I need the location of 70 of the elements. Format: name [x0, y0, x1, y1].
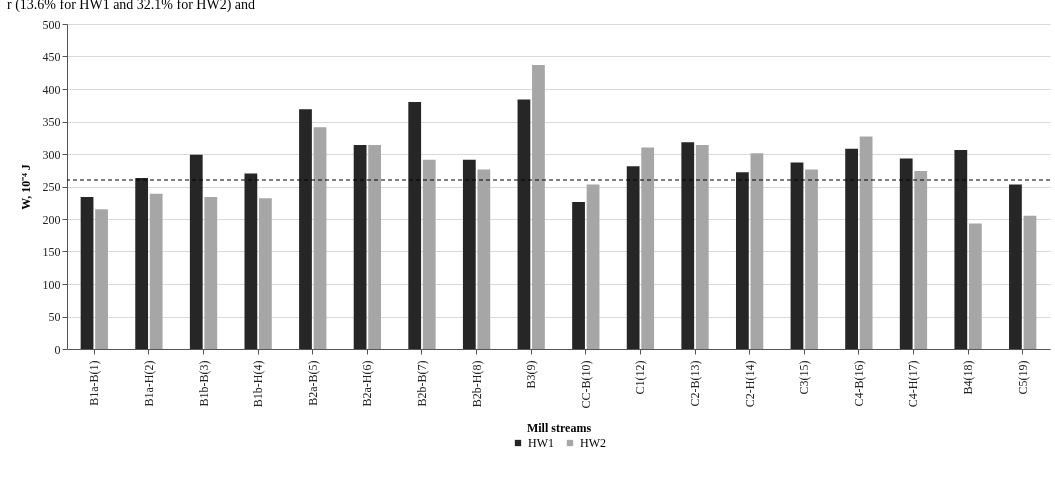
bar — [532, 64, 545, 349]
bar — [259, 198, 272, 349]
bar — [845, 148, 858, 349]
y-tick-label: 300 — [42, 147, 61, 162]
y-axis-title: W, 10⁻⁴ J — [18, 164, 33, 210]
bar — [681, 142, 695, 349]
y-tick-label: 500 — [42, 17, 61, 32]
bar — [586, 184, 600, 349]
bar — [899, 158, 913, 349]
x-tick-label: B2b-H(8) — [469, 360, 484, 408]
x-tick-label: CC-B(10) — [578, 360, 593, 409]
x-tick-label: B2a-H(6) — [360, 360, 375, 407]
x-tick-label: C2-H(14) — [742, 360, 757, 408]
y-tick-label: 50 — [48, 310, 61, 324]
bar — [313, 127, 327, 349]
bar — [1009, 184, 1022, 349]
bar — [626, 166, 640, 349]
legend-label: HW2 — [580, 436, 606, 450]
bar — [204, 196, 218, 349]
y-tick-label: 150 — [42, 245, 61, 259]
x-tick-label: C4-B(16) — [851, 360, 866, 407]
y-tick-label: 450 — [42, 50, 61, 64]
x-tick-label: C3(15) — [797, 360, 812, 395]
x-tick-label: B1b-H(4) — [251, 360, 266, 408]
bar — [80, 196, 94, 349]
y-tick-label: 400 — [42, 82, 61, 97]
bar — [189, 154, 203, 349]
text: r (13.6% for HW1 and 32.1% for HW2) and — [7, 0, 256, 13]
bar — [968, 223, 982, 349]
bar — [750, 153, 764, 349]
bar — [244, 173, 258, 349]
legend-label: HW1 — [528, 436, 554, 450]
y-tick-label: 0 — [54, 342, 61, 357]
bar — [462, 159, 476, 349]
bar — [805, 169, 818, 349]
bar — [695, 144, 709, 349]
bar — [859, 136, 873, 349]
x-tick-label: C1(12) — [633, 360, 648, 395]
bar — [95, 209, 108, 349]
bar — [1023, 215, 1037, 349]
x-tick-label: C5(19) — [1015, 360, 1030, 395]
bar — [735, 172, 749, 349]
bar — [299, 109, 312, 349]
bar — [954, 150, 968, 349]
x-tick-label: B4(18) — [961, 360, 976, 395]
x-tick-label: C2-B(13) — [688, 360, 703, 407]
bar — [353, 144, 367, 349]
y-tick-label: 200 — [42, 212, 61, 227]
y-tick-label: 100 — [42, 277, 61, 292]
bar — [149, 193, 163, 349]
bar — [641, 147, 655, 349]
bar — [477, 169, 491, 349]
bar — [790, 162, 804, 349]
x-tick-label: B2a-B(5) — [305, 360, 320, 406]
bar — [422, 159, 436, 349]
x-axis-title: Mill streams — [526, 420, 592, 435]
x-tick-label: C4-H(17) — [906, 360, 921, 408]
x-tick-label: B1a-H(2) — [141, 360, 156, 407]
bar — [914, 170, 928, 349]
y-tick-label: 350 — [42, 115, 61, 129]
bar — [135, 178, 149, 349]
x-tick-label: B3(9) — [524, 360, 539, 389]
y-tick-label: 250 — [42, 180, 61, 194]
x-tick-label: B1b-B(3) — [196, 360, 211, 407]
x-tick-label: B1a-B(1) — [87, 360, 102, 406]
bar — [517, 99, 531, 349]
x-tick-label: B2b-B(7) — [414, 360, 429, 407]
bar — [572, 202, 585, 349]
bar — [408, 102, 422, 349]
bar — [368, 144, 382, 349]
